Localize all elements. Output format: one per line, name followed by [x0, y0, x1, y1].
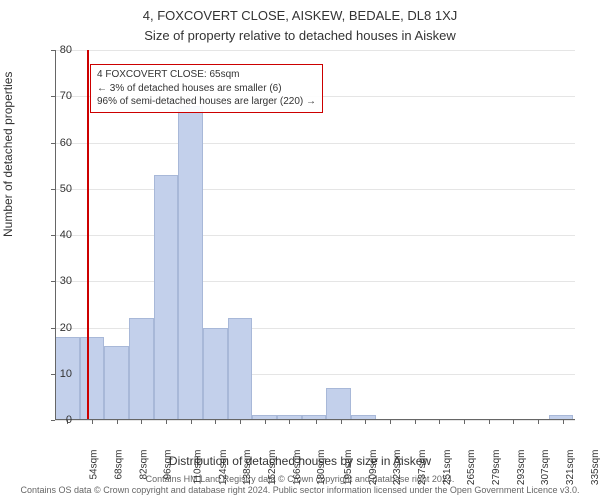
x-tick-label: 279sqm: [491, 450, 502, 486]
histogram-bar: [80, 337, 105, 420]
x-tick-mark: [117, 420, 118, 424]
x-tick-label: 209sqm: [368, 450, 379, 486]
x-tick-mark: [563, 420, 564, 424]
grid-line: [55, 235, 575, 236]
y-tick-label: 70: [60, 90, 72, 102]
x-tick-mark: [538, 420, 539, 424]
x-tick-label: 110sqm: [192, 450, 203, 485]
grid-line: [55, 189, 575, 190]
y-tick-label: 60: [60, 137, 72, 149]
histogram-bar: [178, 106, 203, 421]
info-box-line: ← 3% of detached houses are smaller (6): [97, 82, 316, 96]
y-tick-label: 80: [60, 44, 72, 56]
x-tick-label: 124sqm: [218, 450, 229, 486]
x-tick-label: 321sqm: [565, 450, 576, 486]
y-axis-line: [55, 50, 56, 420]
x-tick-mark: [513, 420, 514, 424]
y-axis-label: Number of detached properties: [1, 72, 15, 237]
x-tick-mark: [191, 420, 192, 424]
x-tick-label: 307sqm: [540, 450, 551, 486]
x-tick-label: 195sqm: [343, 450, 354, 486]
y-tick-mark: [51, 420, 55, 421]
x-tick-label: 335sqm: [590, 450, 600, 486]
x-axis-line: [55, 419, 575, 420]
info-box-line: 4 FOXCOVERT CLOSE: 65sqm: [97, 68, 316, 82]
histogram-bar: [129, 318, 154, 420]
histogram-bar: [104, 346, 129, 420]
info-box-line: 96% of semi-detached houses are larger (…: [97, 95, 316, 109]
x-tick-mark: [489, 420, 490, 424]
x-tick-mark: [289, 420, 290, 424]
grid-line: [55, 281, 575, 282]
x-tick-label: 54sqm: [89, 450, 100, 480]
x-tick-label: 68sqm: [114, 450, 125, 480]
chart-title-sub: Size of property relative to detached ho…: [0, 28, 600, 43]
x-tick-label: 166sqm: [292, 450, 303, 486]
x-tick-mark: [141, 420, 142, 424]
attribution-line2: Contains OS data © Crown copyright and d…: [21, 485, 580, 495]
y-tick-label: 0: [66, 414, 72, 426]
x-tick-label: 96sqm: [163, 450, 174, 480]
x-tick-mark: [240, 420, 241, 424]
x-tick-label: 152sqm: [267, 450, 278, 486]
y-tick-label: 20: [60, 322, 72, 334]
histogram-bar: [326, 388, 351, 420]
grid-line: [55, 143, 575, 144]
x-tick-mark: [415, 420, 416, 424]
x-tick-mark: [365, 420, 366, 424]
chart-plot-area: 4 FOXCOVERT CLOSE: 65sqm← 3% of detached…: [55, 50, 575, 420]
x-tick-mark: [439, 420, 440, 424]
x-tick-label: 223sqm: [392, 450, 403, 486]
histogram-bar: [203, 328, 228, 421]
x-tick-mark: [464, 420, 465, 424]
reference-line: [87, 50, 89, 420]
histogram-bar: [154, 175, 179, 420]
x-tick-mark: [265, 420, 266, 424]
x-tick-label: 251sqm: [442, 450, 453, 486]
x-tick-mark: [390, 420, 391, 424]
x-tick-label: 180sqm: [317, 450, 328, 486]
x-tick-label: 82sqm: [138, 450, 149, 480]
y-tick-label: 50: [60, 183, 72, 195]
x-tick-label: 265sqm: [466, 450, 477, 486]
y-tick-label: 30: [60, 275, 72, 287]
x-tick-mark: [92, 420, 93, 424]
x-tick-mark: [215, 420, 216, 424]
x-tick-mark: [341, 420, 342, 424]
chart-title-main: 4, FOXCOVERT CLOSE, AISKEW, BEDALE, DL8 …: [0, 8, 600, 23]
x-tick-mark: [316, 420, 317, 424]
x-tick-label: 293sqm: [516, 450, 527, 486]
y-tick-label: 10: [60, 368, 72, 380]
grid-line: [55, 50, 575, 51]
x-tick-mark: [166, 420, 167, 424]
y-tick-label: 40: [60, 229, 72, 241]
x-tick-label: 237sqm: [417, 450, 428, 486]
x-tick-label: 138sqm: [242, 450, 253, 486]
histogram-bar: [228, 318, 253, 420]
info-box: 4 FOXCOVERT CLOSE: 65sqm← 3% of detached…: [90, 64, 323, 113]
